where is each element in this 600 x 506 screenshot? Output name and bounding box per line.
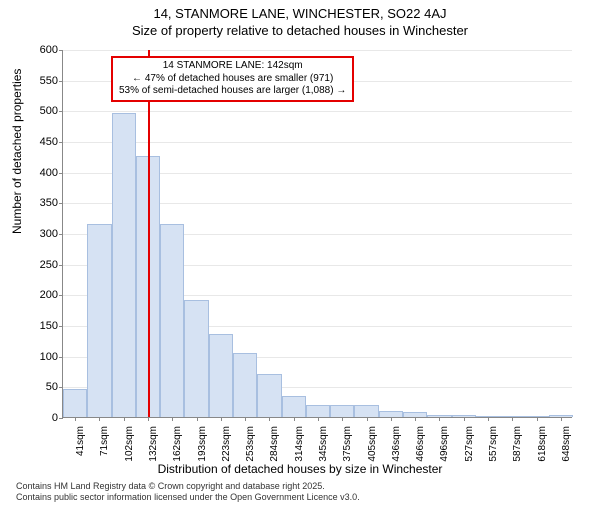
x-tick-label: 162sqm xyxy=(172,426,183,486)
y-tick-mark xyxy=(59,295,63,296)
y-tick-label: 300 xyxy=(18,228,58,240)
histogram-bar xyxy=(184,300,208,417)
x-tick-mark xyxy=(124,417,125,421)
histogram-bar xyxy=(233,353,257,417)
histogram-bar xyxy=(209,334,233,417)
y-tick-mark xyxy=(59,50,63,51)
x-tick-mark xyxy=(75,417,76,421)
y-tick-label: 150 xyxy=(18,320,58,332)
chart-plot-area: 05010015020025030035040045050055060041sq… xyxy=(62,50,572,418)
annotation-line: 53% of semi-detached houses are larger (… xyxy=(119,85,346,98)
y-tick-label: 200 xyxy=(18,289,58,301)
gridline xyxy=(63,111,572,112)
x-tick-mark xyxy=(464,417,465,421)
gridline xyxy=(63,142,572,143)
x-tick-mark xyxy=(342,417,343,421)
histogram-bar xyxy=(257,374,281,417)
y-tick-label: 550 xyxy=(18,75,58,87)
x-tick-mark xyxy=(294,417,295,421)
x-tick-mark xyxy=(415,417,416,421)
y-tick-label: 450 xyxy=(18,136,58,148)
x-tick-mark xyxy=(512,417,513,421)
y-tick-mark xyxy=(59,418,63,419)
histogram-bar xyxy=(306,405,330,417)
x-tick-label: 375sqm xyxy=(342,426,353,486)
x-tick-mark xyxy=(197,417,198,421)
x-tick-label: 557sqm xyxy=(488,426,499,486)
x-tick-label: 618sqm xyxy=(537,426,548,486)
y-tick-mark xyxy=(59,111,63,112)
x-tick-label: 314sqm xyxy=(294,426,305,486)
footer-line-1: Contains HM Land Registry data © Crown c… xyxy=(16,481,360,492)
x-tick-mark xyxy=(488,417,489,421)
x-tick-mark xyxy=(537,417,538,421)
y-tick-mark xyxy=(59,173,63,174)
x-tick-label: 132sqm xyxy=(148,426,159,486)
y-tick-mark xyxy=(59,203,63,204)
histogram-bar xyxy=(354,405,378,417)
x-tick-label: 527sqm xyxy=(464,426,475,486)
annotation-line: ← 47% of detached houses are smaller (97… xyxy=(119,73,346,86)
x-tick-mark xyxy=(245,417,246,421)
x-tick-label: 193sqm xyxy=(197,426,208,486)
x-tick-label: 253sqm xyxy=(245,426,256,486)
x-tick-mark xyxy=(561,417,562,421)
x-tick-label: 466sqm xyxy=(415,426,426,486)
y-tick-label: 100 xyxy=(18,351,58,363)
x-tick-mark xyxy=(148,417,149,421)
x-tick-label: 41sqm xyxy=(75,426,86,486)
x-tick-mark xyxy=(439,417,440,421)
x-tick-mark xyxy=(391,417,392,421)
histogram-bar xyxy=(87,224,111,417)
x-tick-label: 496sqm xyxy=(439,426,450,486)
gridline xyxy=(63,50,572,51)
chart-title-main: 14, STANMORE LANE, WINCHESTER, SO22 4AJ xyxy=(0,6,600,21)
annotation-line: 14 STANMORE LANE: 142sqm xyxy=(119,60,346,73)
footer-line-2: Contains public sector information licen… xyxy=(16,492,360,503)
x-tick-label: 587sqm xyxy=(512,426,523,486)
x-tick-mark xyxy=(172,417,173,421)
y-tick-mark xyxy=(59,265,63,266)
y-tick-label: 0 xyxy=(18,412,58,424)
x-tick-mark xyxy=(367,417,368,421)
y-tick-label: 600 xyxy=(18,44,58,56)
x-tick-label: 345sqm xyxy=(318,426,329,486)
y-tick-mark xyxy=(59,81,63,82)
x-tick-label: 436sqm xyxy=(391,426,402,486)
property-marker-line xyxy=(148,50,150,417)
histogram-bar xyxy=(330,405,354,417)
x-tick-label: 405sqm xyxy=(367,426,378,486)
annotation-box: 14 STANMORE LANE: 142sqm← 47% of detache… xyxy=(111,56,354,102)
x-tick-label: 223sqm xyxy=(221,426,232,486)
y-tick-label: 400 xyxy=(18,167,58,179)
chart-container: 14, STANMORE LANE, WINCHESTER, SO22 4AJ … xyxy=(0,6,600,506)
histogram-bar xyxy=(282,396,306,417)
y-tick-mark xyxy=(59,387,63,388)
x-tick-label: 284sqm xyxy=(269,426,280,486)
chart-title-sub: Size of property relative to detached ho… xyxy=(0,23,600,38)
x-tick-mark xyxy=(318,417,319,421)
x-tick-label: 71sqm xyxy=(99,426,110,486)
y-tick-mark xyxy=(59,142,63,143)
y-tick-mark xyxy=(59,357,63,358)
y-tick-label: 350 xyxy=(18,197,58,209)
x-axis-label: Distribution of detached houses by size … xyxy=(0,462,600,476)
y-tick-label: 250 xyxy=(18,259,58,271)
x-tick-label: 648sqm xyxy=(561,426,572,486)
y-tick-mark xyxy=(59,234,63,235)
histogram-bar xyxy=(63,389,87,417)
x-tick-label: 102sqm xyxy=(124,426,135,486)
y-tick-label: 500 xyxy=(18,105,58,117)
histogram-bar xyxy=(160,224,184,417)
x-tick-mark xyxy=(221,417,222,421)
x-tick-mark xyxy=(269,417,270,421)
y-tick-mark xyxy=(59,326,63,327)
histogram-bar xyxy=(112,113,136,417)
x-tick-mark xyxy=(99,417,100,421)
y-tick-label: 50 xyxy=(18,381,58,393)
